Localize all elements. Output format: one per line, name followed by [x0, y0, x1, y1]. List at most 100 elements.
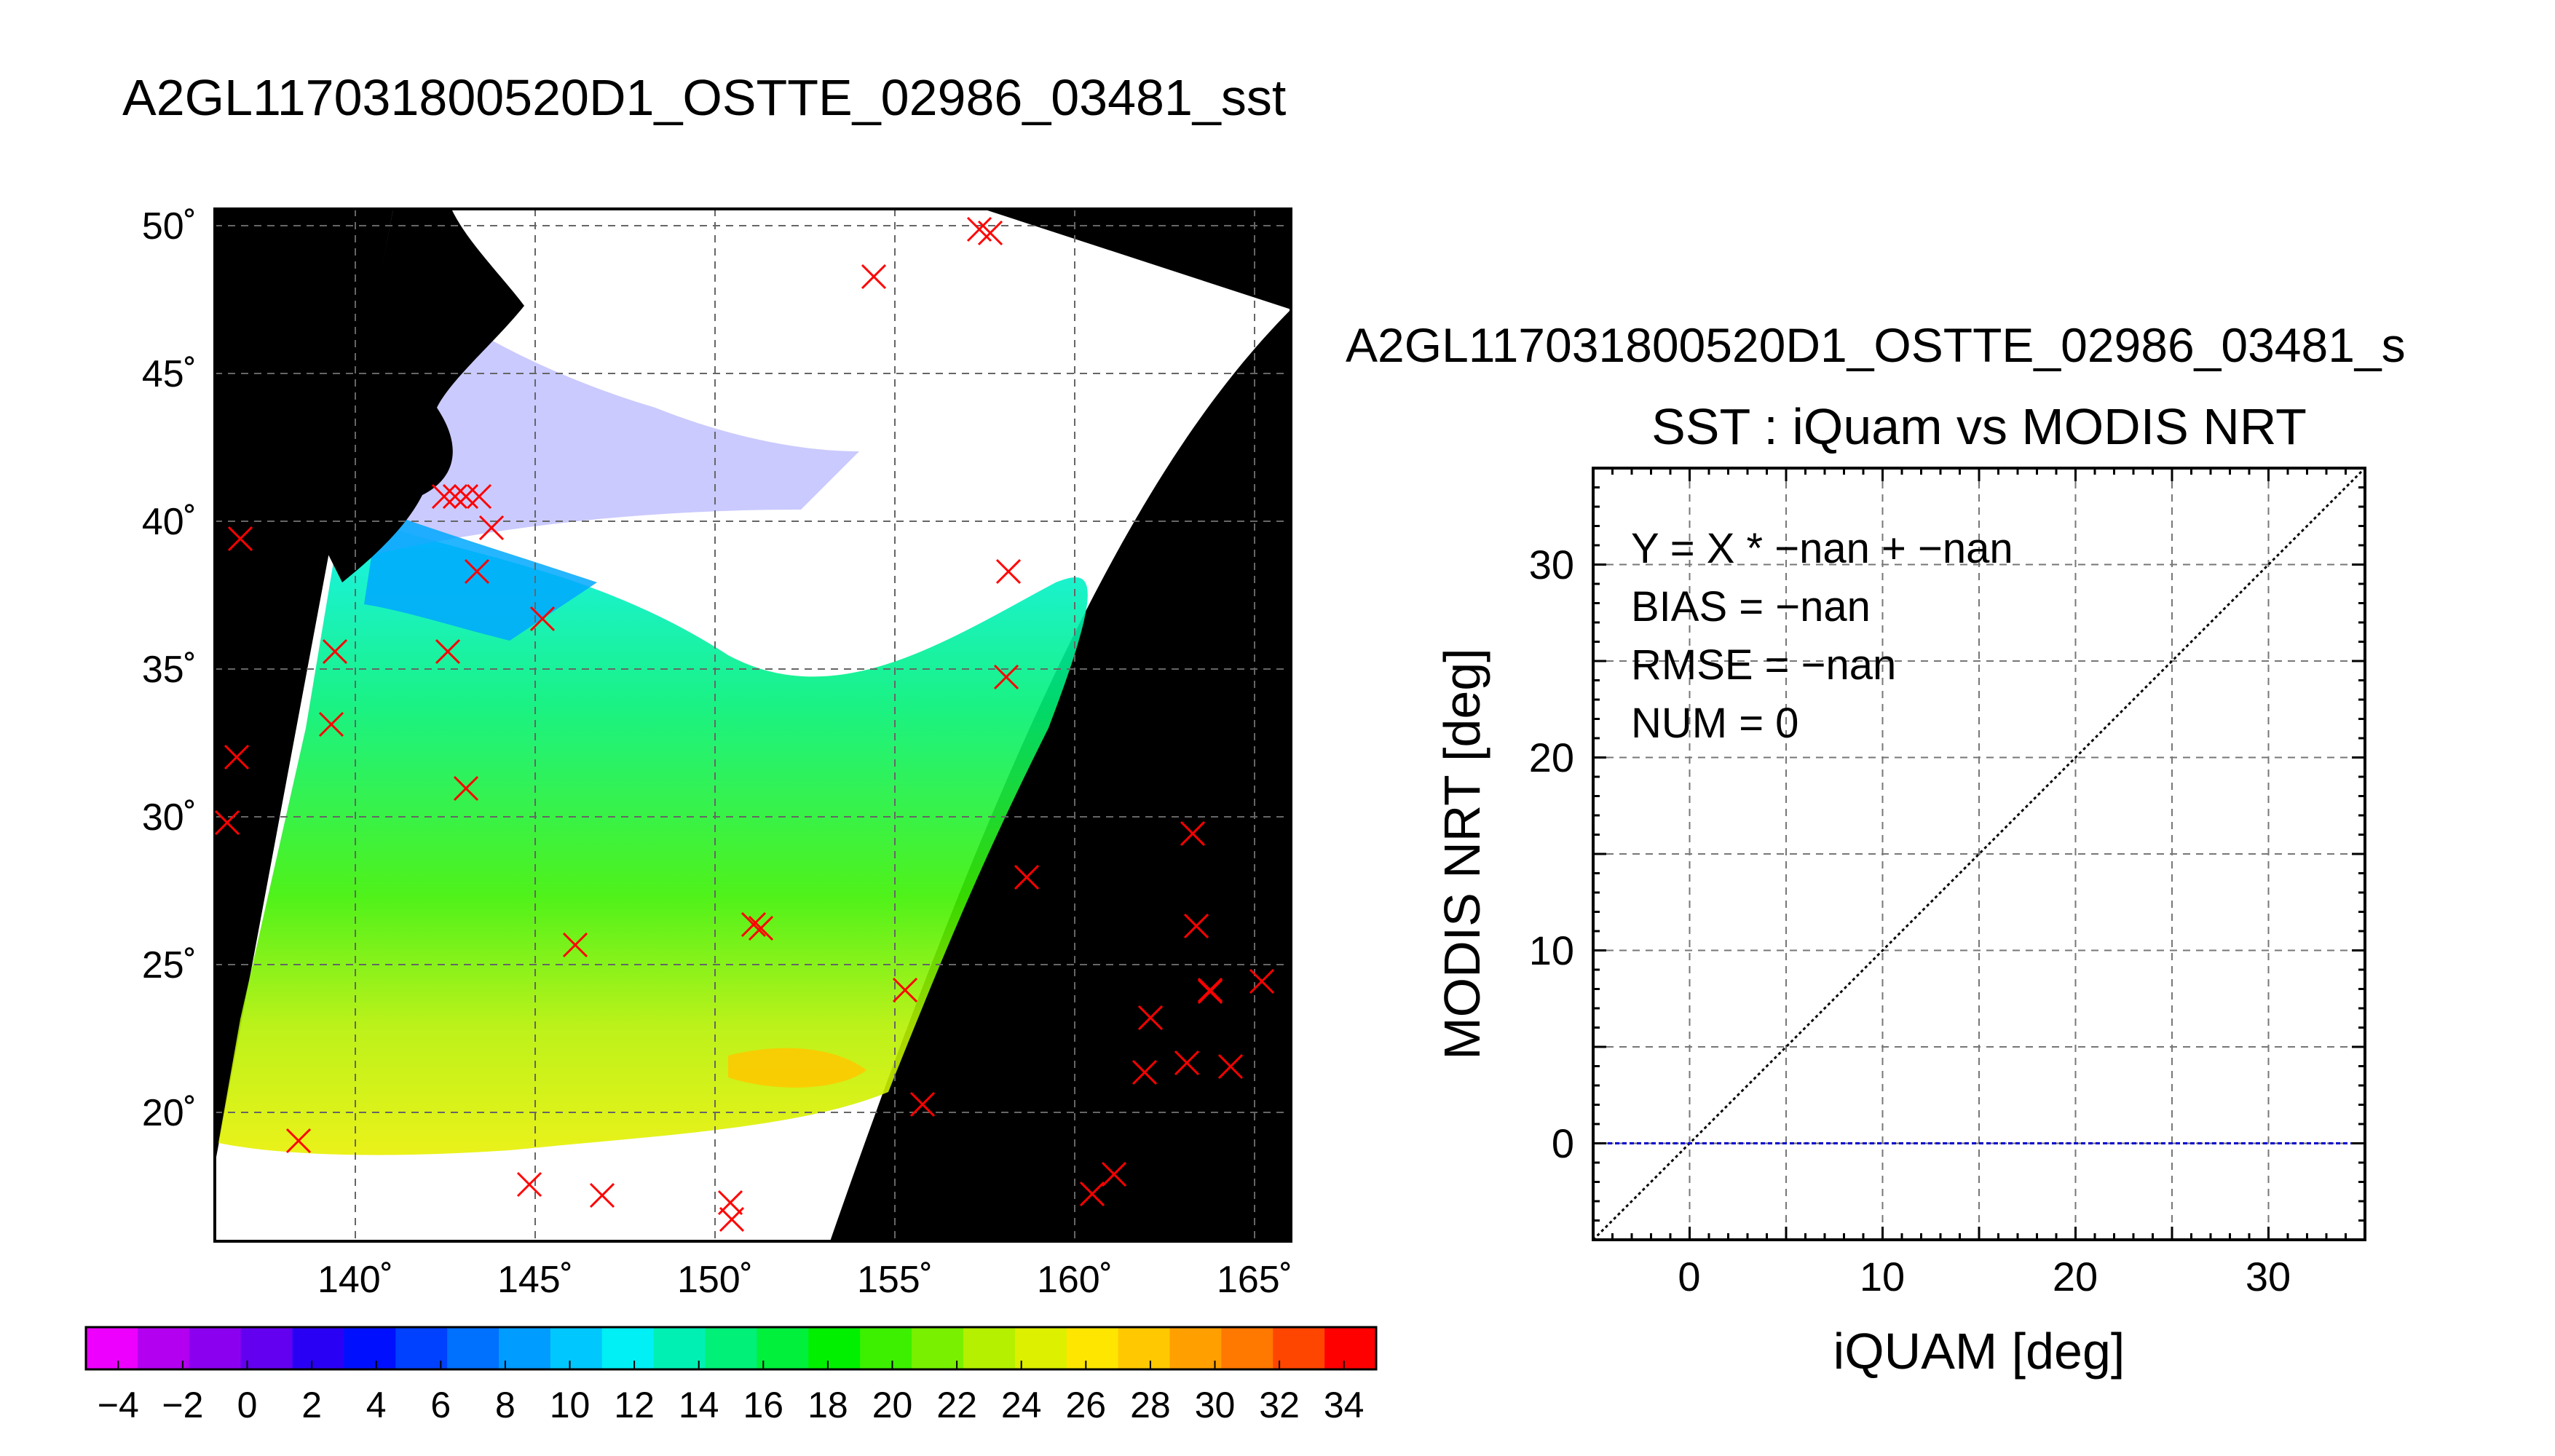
matchup-marker — [1014, 864, 1040, 890]
colorbar-tick-label: −4 — [98, 1385, 139, 1425]
colorbar-segment — [1066, 1327, 1119, 1369]
matchup-marker — [861, 264, 887, 290]
colorbar — [86, 1327, 1377, 1369]
scatter-gridlines — [1593, 468, 2365, 1240]
matchup-marker — [453, 775, 479, 802]
matchup-marker — [1217, 1053, 1244, 1080]
x-tick-label: 20 — [2053, 1254, 2098, 1299]
lat-tick-label: 50˚ — [142, 205, 197, 248]
colorbar-tick-label: 12 — [614, 1385, 655, 1425]
matchup-marker — [1197, 978, 1223, 1005]
y-axis-label: MODIS NRT [deg] — [1434, 648, 1490, 1059]
map-markers — [215, 216, 1275, 1233]
lat-tick-label: 40˚ — [142, 501, 197, 543]
scatter-tick-marks — [1592, 467, 2366, 1241]
y-tick-label: 10 — [1529, 927, 1574, 973]
lat-tick-label: 35˚ — [142, 649, 197, 691]
colorbar-segment — [395, 1327, 448, 1369]
x-tick-label: 10 — [1860, 1254, 1905, 1299]
colorbar-tick-label: 8 — [495, 1385, 516, 1425]
identity-line — [1593, 468, 2365, 1240]
matchup-marker — [224, 744, 250, 770]
colorbar-tick-label: 22 — [936, 1385, 977, 1425]
num-value: NUM = 0 — [1631, 700, 1798, 747]
map-title: A2GL117031800520D1_OSTTE_02986_03481_sst — [122, 69, 1286, 126]
matchup-marker — [1101, 1161, 1127, 1187]
bias-value: BIAS = −nan — [1631, 583, 1871, 630]
colorbar-segment — [601, 1327, 655, 1369]
fit-equation: Y = X * −nan + −nan — [1631, 525, 2013, 572]
colorbar-tick-labels: −4 −2 0 2 4 6 8 10 12 14 16 18 20 22 24 26 28 30 32 34 — [98, 1385, 1365, 1425]
x-axis-label: iQUAM [deg] — [1833, 1323, 2125, 1380]
colorbar-segment — [705, 1327, 757, 1369]
matchup-marker — [285, 1128, 312, 1154]
matchup-marker — [892, 977, 918, 1003]
colorbar-segment — [1169, 1327, 1222, 1369]
y-tick-label: 0 — [1552, 1120, 1574, 1166]
x-tick-label: 30 — [2246, 1254, 2291, 1299]
colorbar-tick-label: 28 — [1130, 1385, 1171, 1425]
colorbar-tick-label: 26 — [1065, 1385, 1106, 1425]
x-tick-label: 0 — [1678, 1254, 1700, 1299]
matchup-marker — [464, 558, 490, 585]
matchup-marker — [1137, 1005, 1164, 1031]
colorbar-tick-label: 34 — [1324, 1385, 1365, 1425]
matchup-marker — [442, 483, 468, 510]
colorbar-segment — [1324, 1327, 1377, 1369]
land-japan — [328, 209, 524, 582]
colorbar-segment — [653, 1327, 706, 1369]
matchup-marker — [453, 483, 479, 510]
x-tick-labels: 0 10 20 30 — [1678, 1254, 2291, 1299]
matchup-marker — [909, 1091, 936, 1117]
colorbar-segment — [86, 1327, 138, 1369]
colorbar-segment — [1014, 1327, 1067, 1369]
map-border — [213, 207, 1292, 1243]
matchup-marker — [993, 664, 1019, 690]
lon-tick-label: 160˚ — [1037, 1259, 1113, 1301]
colorbar-segment — [189, 1327, 242, 1369]
matchup-marker — [227, 526, 253, 552]
matchup-marker — [977, 220, 1003, 246]
map-frame — [215, 209, 1291, 1241]
lon-tick-label: 150˚ — [677, 1259, 753, 1301]
matchup-marker — [1180, 820, 1206, 847]
colorbar-segment — [137, 1327, 190, 1369]
lat-tick-label: 30˚ — [142, 796, 197, 839]
colorbar-tick-label: −2 — [162, 1385, 203, 1425]
colorbar-tick-label: 14 — [679, 1385, 719, 1425]
colorbar-tick-label: 16 — [743, 1385, 783, 1425]
colorbar-segment — [447, 1327, 499, 1369]
colorbar-tick-label: 18 — [807, 1385, 848, 1425]
matchup-marker — [1183, 913, 1209, 939]
matchup-marker — [719, 1206, 745, 1233]
matchup-marker — [322, 638, 348, 665]
matchup-marker — [431, 483, 457, 510]
colorbar-tick-label: 20 — [872, 1385, 913, 1425]
matchup-marker — [215, 810, 240, 836]
lon-tick-label: 145˚ — [497, 1259, 573, 1301]
lon-tick-label: 155˚ — [857, 1259, 933, 1301]
colorbar-tick-label: 6 — [430, 1385, 451, 1425]
colorbar-segment — [240, 1327, 293, 1369]
matchup-marker — [435, 638, 461, 665]
colorbar-segment — [912, 1327, 964, 1369]
matchup-marker — [589, 1182, 615, 1208]
lon-tick-label: 165˚ — [1217, 1259, 1292, 1301]
y-tick-label: 30 — [1529, 542, 1574, 587]
matchup-marker — [529, 606, 556, 632]
matchup-marker — [318, 711, 344, 737]
scatter-stats: Y = X * −nan + −nan BIAS = −nan RMSE = −… — [1631, 525, 2013, 747]
matchup-marker — [1249, 968, 1275, 994]
colorbar-segment — [1221, 1327, 1273, 1369]
matchup-marker — [1132, 1059, 1158, 1085]
matchup-marker — [516, 1171, 542, 1198]
lat-tick-label: 20˚ — [142, 1092, 197, 1134]
colorbar-segment — [1273, 1327, 1325, 1369]
y-tick-labels: 0 10 20 30 — [1529, 542, 1574, 1166]
matchup-marker — [995, 558, 1022, 585]
sst-north-field — [379, 277, 859, 553]
lat-tick-labels: 50˚ 45˚ 40˚ 35˚ 30˚ 25˚ 20˚ — [142, 205, 197, 1134]
scatter-supertitle: A2GL117031800520D1_OSTTE_02986_03481_s — [1346, 318, 2406, 372]
lat-tick-label: 25˚ — [142, 944, 197, 986]
